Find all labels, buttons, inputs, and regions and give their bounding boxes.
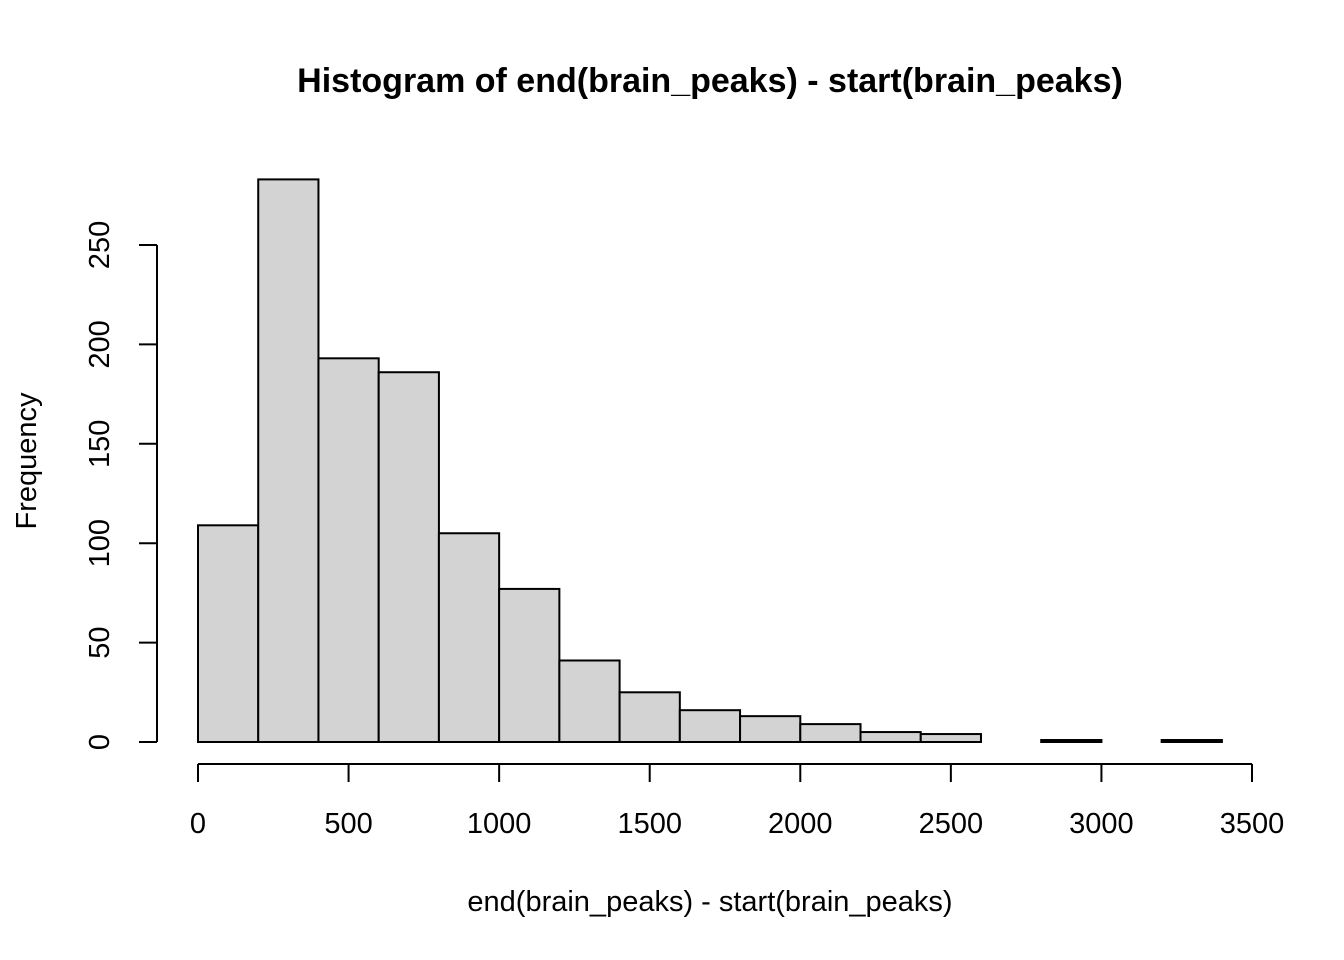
chart-title: Histogram of end(brain_peaks) - start(br… bbox=[297, 62, 1123, 100]
histogram-bar bbox=[1040, 739, 1103, 744]
y-tick-label: 250 bbox=[84, 221, 116, 269]
histogram-bar bbox=[1160, 739, 1223, 744]
y-tick-label: 50 bbox=[84, 626, 116, 658]
x-tick-label: 3000 bbox=[1069, 808, 1134, 840]
y-tick-label: 100 bbox=[84, 519, 116, 567]
x-tick-label: 500 bbox=[324, 808, 372, 840]
y-tick-label: 0 bbox=[84, 734, 116, 750]
bars-group bbox=[197, 178, 1223, 744]
y-tick-label: 200 bbox=[84, 320, 116, 368]
x-tick-label: 0 bbox=[190, 808, 206, 840]
histogram-bar bbox=[859, 731, 922, 743]
histogram-bar bbox=[197, 524, 260, 743]
histogram-bar bbox=[618, 691, 681, 743]
histogram-bar bbox=[558, 659, 621, 743]
histogram-bar bbox=[257, 178, 320, 743]
x-tick-label: 1000 bbox=[467, 808, 532, 840]
histogram-bar bbox=[437, 532, 501, 744]
histogram-bar bbox=[799, 723, 862, 743]
y-tick-label: 150 bbox=[84, 420, 116, 468]
x-tick-label: 2500 bbox=[919, 808, 984, 840]
y-axis: 0 50 100 150 200 250 bbox=[84, 221, 158, 750]
x-tick-label: 3500 bbox=[1220, 808, 1285, 840]
histogram-bar bbox=[919, 733, 982, 743]
x-tick-label: 2000 bbox=[768, 808, 833, 840]
histogram-bar bbox=[678, 709, 742, 744]
histogram-bar bbox=[498, 587, 561, 743]
x-axis-label: end(brain_peaks) - start(brain_peaks) bbox=[467, 886, 952, 918]
x-axis: 0 500 1000 1500 2000 2500 3000 3500 bbox=[190, 763, 1285, 840]
histogram-bar bbox=[739, 715, 802, 743]
histogram-bar bbox=[377, 371, 440, 743]
y-axis-label: Frequency bbox=[11, 392, 43, 530]
histogram-bar bbox=[317, 357, 380, 743]
x-tick-label: 1500 bbox=[617, 808, 682, 840]
